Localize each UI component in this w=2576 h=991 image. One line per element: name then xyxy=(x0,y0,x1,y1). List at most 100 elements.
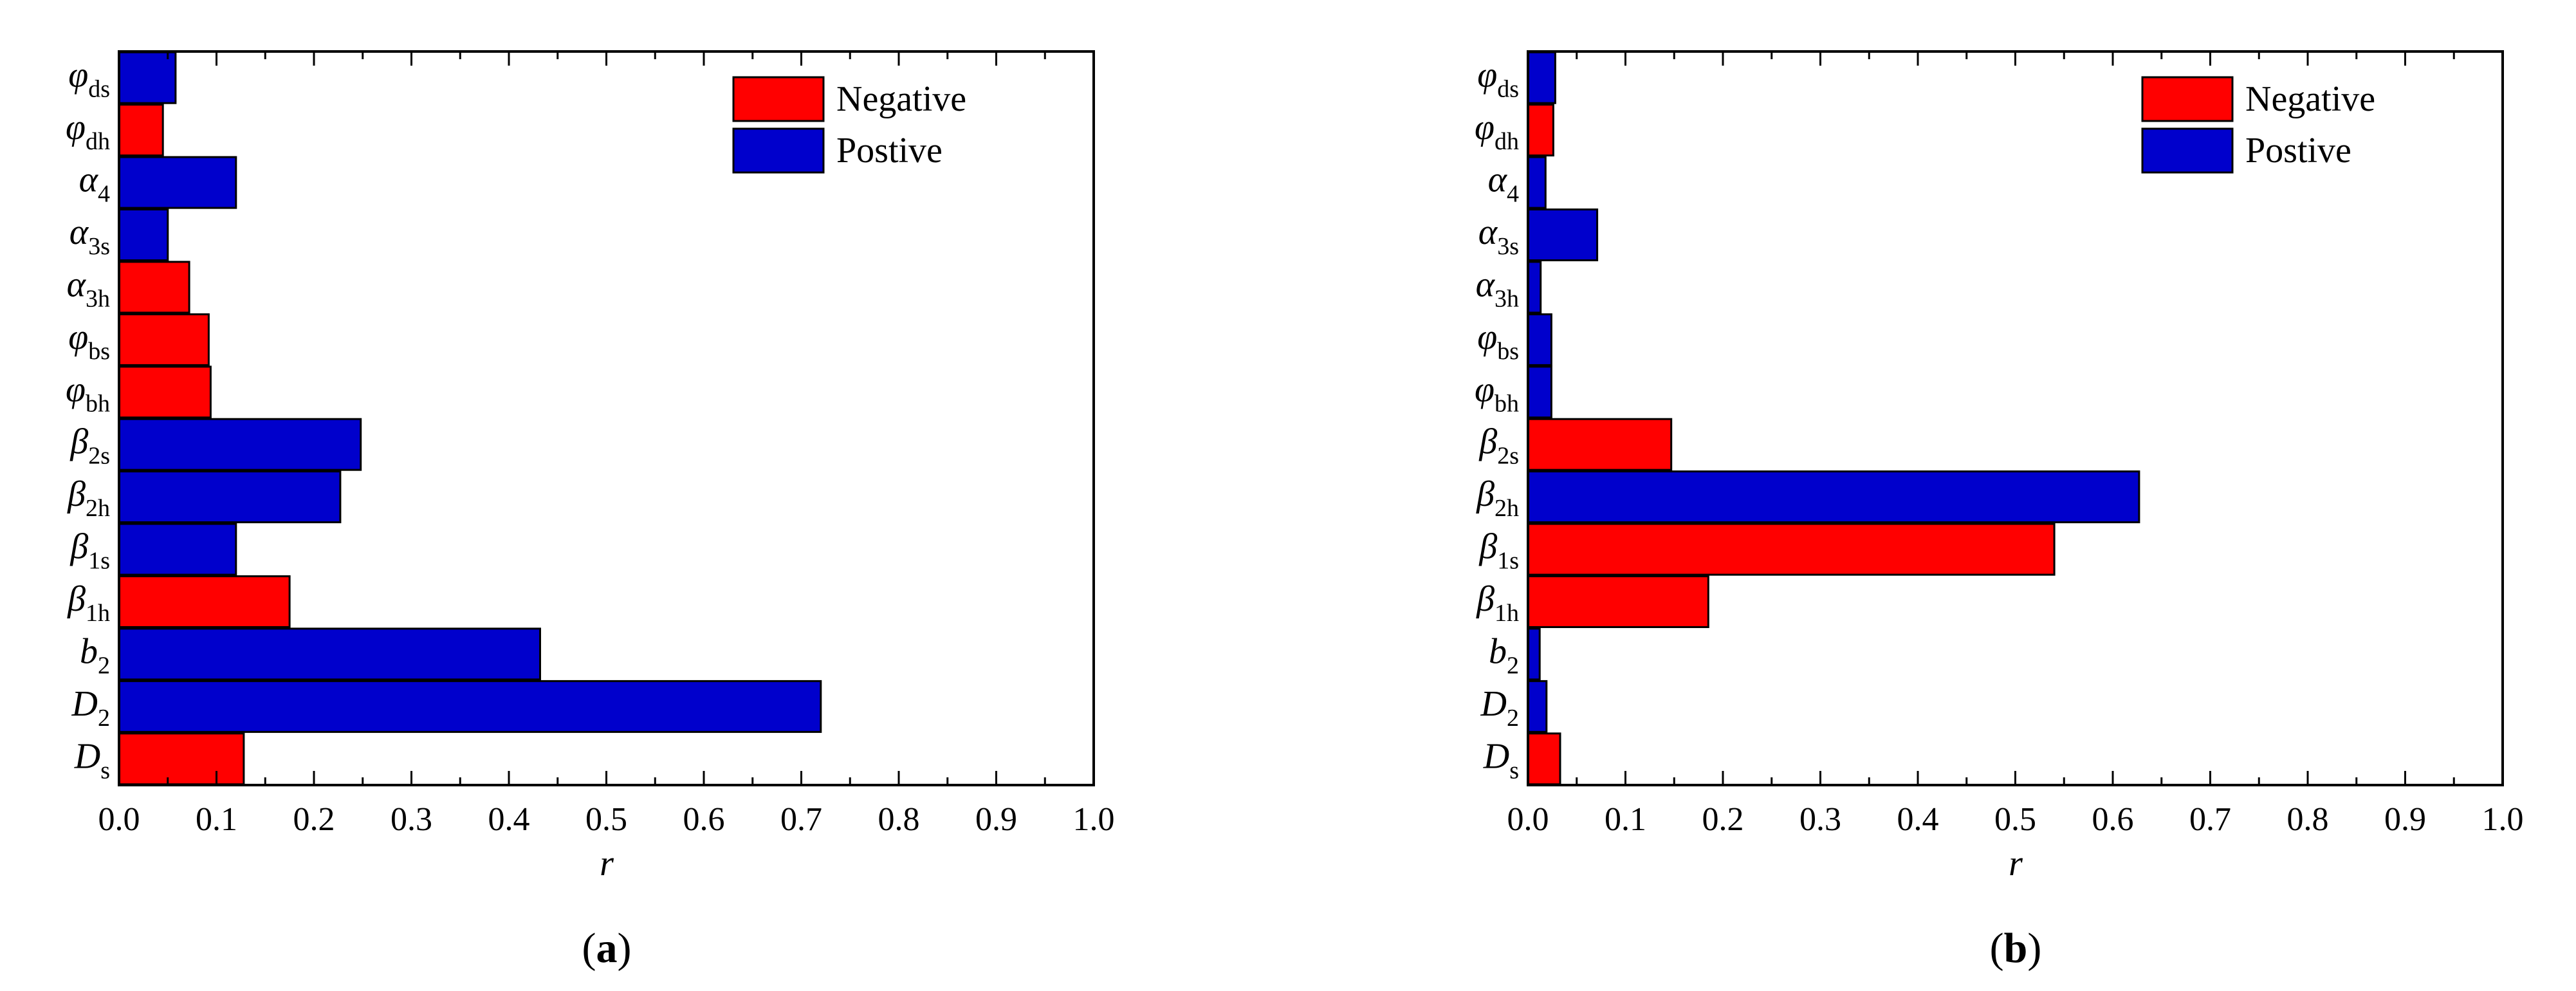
chart-1-category-label-3: β1h xyxy=(1476,579,1519,627)
chart-1-category-label-6: β2s xyxy=(1478,422,1519,470)
chart-0-category-label-7: φbh xyxy=(66,369,110,417)
chart-0-x-tick-label-2: 0.2 xyxy=(293,801,335,838)
chart-0-category-sub-10: 3s xyxy=(88,233,110,260)
chart-0-category-base-10: α xyxy=(69,212,89,252)
chart-1-plot-frame xyxy=(1527,50,2504,786)
chart-0-category-base-0: D xyxy=(74,736,100,776)
chart-0-category-label-5: β2h xyxy=(67,474,110,522)
chart-0-legend-label-positive: Postive xyxy=(836,131,943,171)
chart-0-category-label-1: D2 xyxy=(71,684,110,732)
chart-1-bar-9 xyxy=(1527,261,1542,314)
chart-0-category-sub-2: 2 xyxy=(98,652,110,679)
chart-1-x-axis-title: r xyxy=(2009,844,2023,884)
chart-1-legend-swatch-positive xyxy=(2141,127,2234,174)
chart-0-bar-9 xyxy=(118,261,190,314)
chart-0-category-base-2: b xyxy=(80,631,98,671)
chart-1-x-tick-label-7: 0.7 xyxy=(2189,801,2231,838)
chart-1-panel-label-open: ( xyxy=(1990,925,2004,972)
chart-1-category-sub-8: bs xyxy=(1497,338,1519,365)
chart-0-category-sub-3: 1h xyxy=(86,600,110,627)
chart-1-category-label-7: φbh xyxy=(1475,369,1519,417)
chart-0-bar-5 xyxy=(118,470,342,524)
chart-0-category-base-11: α xyxy=(79,160,99,200)
chart-1-bar-10 xyxy=(1527,208,1599,261)
chart-1-category-sub-1: 2 xyxy=(1507,705,1519,732)
chart-1-category-sub-10: 3s xyxy=(1497,233,1519,260)
chart-1-bar-4 xyxy=(1527,523,2056,576)
chart-0-bar-10 xyxy=(118,208,169,261)
chart-1-category-base-8: φ xyxy=(1477,317,1497,357)
chart-0-category-label-13: φds xyxy=(68,55,110,103)
chart-1-x-tick-label-2: 0.2 xyxy=(1702,801,1744,838)
chart-1-x-tick-label-0: 0.0 xyxy=(1507,801,1549,838)
chart-1-category-label-2: b2 xyxy=(1489,631,1519,679)
chart-0-category-sub-8: bs xyxy=(88,338,110,365)
chart-0-x-tick-label-10: 1.0 xyxy=(1073,801,1115,838)
chart-1-category-base-6: β xyxy=(1478,422,1497,462)
chart-1-x-tick-label-4: 0.4 xyxy=(1897,801,1939,838)
chart-1-category-sub-11: 4 xyxy=(1507,181,1519,208)
chart-0-category-base-7: φ xyxy=(66,369,86,409)
chart-0-category-label-10: α3s xyxy=(69,212,110,260)
chart-1-category-label-5: β2h xyxy=(1476,474,1519,522)
chart-0-bar-13 xyxy=(118,51,177,104)
chart-1-category-base-7: φ xyxy=(1475,369,1495,409)
chart-1-bar-3 xyxy=(1527,575,1709,628)
chart-1-x-tick-label-6: 0.6 xyxy=(2092,801,2134,838)
chart-0-x-axis-title: r xyxy=(600,844,614,884)
chart-0-category-label-4: β1s xyxy=(69,527,110,575)
chart-1-category-label-12: φdh xyxy=(1475,107,1519,155)
chart-0-category-sub-4: 1s xyxy=(88,548,110,575)
chart-0-x-tick-label-7: 0.7 xyxy=(780,801,822,838)
chart-0-category-sub-11: 4 xyxy=(98,181,110,208)
chart-0-category-base-8: φ xyxy=(68,317,88,357)
chart-1-bar-2 xyxy=(1527,627,1541,681)
chart-0-bar-12 xyxy=(118,104,164,157)
chart-1-category-base-5: β xyxy=(1476,474,1495,514)
chart-1-bar-12 xyxy=(1527,104,1554,157)
chart-0-category-sub-13: ds xyxy=(88,76,110,103)
chart-0-bar-0 xyxy=(118,732,245,786)
chart-0-category-label-2: b2 xyxy=(80,631,110,679)
chart-1-category-label-0: Ds xyxy=(1483,736,1519,784)
chart-1-bar-5 xyxy=(1527,470,2140,524)
chart-0-category-sub-0: s xyxy=(100,757,110,784)
chart-1-x-tick-label-8: 0.8 xyxy=(2287,801,2329,838)
chart-0-category-sub-5: 2h xyxy=(86,495,110,522)
chart-0-x-tick-label-1: 0.1 xyxy=(196,801,237,838)
chart-0-bar-8 xyxy=(118,313,210,366)
chart-1-category-sub-3: 1h xyxy=(1495,600,1519,627)
chart-0-bar-11 xyxy=(118,156,237,209)
chart-1-legend-swatch-negative xyxy=(2141,76,2234,122)
chart-0-category-base-12: φ xyxy=(66,107,86,147)
chart-0-bar-3 xyxy=(118,575,291,628)
chart-1-bar-7 xyxy=(1527,366,1552,419)
chart-0-x-tick-label-3: 0.3 xyxy=(391,801,432,838)
chart-1-category-base-13: φ xyxy=(1477,55,1497,95)
chart-1-category-base-1: D xyxy=(1480,684,1507,724)
chart-0-category-base-6: β xyxy=(69,422,88,462)
chart-0-x-tick-label-6: 0.6 xyxy=(683,801,725,838)
chart-0-panel-label-close: ) xyxy=(618,925,632,972)
chart-1-x-tick-label-3: 0.3 xyxy=(1799,801,1841,838)
chart-0-bar-6 xyxy=(118,418,362,471)
chart-0-category-label-0: Ds xyxy=(74,736,110,784)
chart-1-panel: DsD2b2β1hβ1sβ2hβ2sφbhφbsα3hα3sα4φdhφds0.… xyxy=(1475,50,2524,972)
chart-1-category-sub-12: dh xyxy=(1495,128,1519,155)
chart-0-bar-2 xyxy=(118,627,541,681)
chart-1-category-sub-7: bh xyxy=(1495,390,1519,417)
chart-1-x-tick-label-1: 0.1 xyxy=(1605,801,1646,838)
chart-0-bar-4 xyxy=(118,523,237,576)
chart-1-legend-label-positive: Postive xyxy=(2245,131,2351,171)
chart-0-category-label-9: α3h xyxy=(67,264,110,312)
chart-0-category-sub-6: 2s xyxy=(88,443,110,470)
chart-1-category-base-3: β xyxy=(1476,579,1495,619)
chart-0-category-label-3: β1h xyxy=(67,579,110,627)
chart-1-category-sub-13: ds xyxy=(1497,76,1519,103)
chart-1-category-sub-4: 1s xyxy=(1497,548,1519,575)
chart-1-category-sub-0: s xyxy=(1509,757,1519,784)
chart-0-category-label-8: φbs xyxy=(68,317,110,365)
chart-0-x-tick-label-4: 0.4 xyxy=(488,801,530,838)
chart-0-panel-label-open: ( xyxy=(582,925,596,972)
